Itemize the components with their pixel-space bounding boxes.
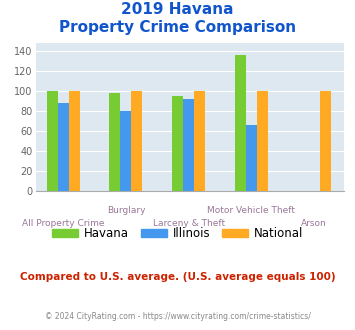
Bar xyxy=(235,55,246,191)
Text: Burglary: Burglary xyxy=(106,206,145,215)
Text: All Property Crime: All Property Crime xyxy=(22,219,104,228)
Text: Compared to U.S. average. (U.S. average equals 100): Compared to U.S. average. (U.S. average … xyxy=(20,272,335,282)
Bar xyxy=(194,91,205,191)
Bar xyxy=(246,125,257,191)
Bar xyxy=(58,103,69,191)
Bar xyxy=(131,91,142,191)
Text: © 2024 CityRating.com - https://www.cityrating.com/crime-statistics/: © 2024 CityRating.com - https://www.city… xyxy=(45,312,310,321)
Bar xyxy=(320,91,331,191)
Text: Motor Vehicle Theft: Motor Vehicle Theft xyxy=(207,206,295,215)
Bar xyxy=(257,91,268,191)
Text: Arson: Arson xyxy=(301,219,327,228)
Text: 2019 Havana: 2019 Havana xyxy=(121,2,234,16)
Bar xyxy=(183,99,194,191)
Bar xyxy=(172,96,183,191)
Bar xyxy=(109,93,120,191)
Legend: Havana, Illinois, National: Havana, Illinois, National xyxy=(47,222,308,245)
Bar xyxy=(120,111,131,191)
Bar xyxy=(47,91,58,191)
Bar xyxy=(69,91,80,191)
Text: Larceny & Theft: Larceny & Theft xyxy=(153,219,225,228)
Text: Property Crime Comparison: Property Crime Comparison xyxy=(59,20,296,35)
